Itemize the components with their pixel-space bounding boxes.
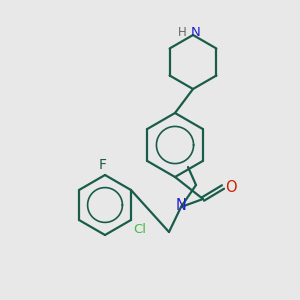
Text: N: N <box>191 26 201 40</box>
Text: Cl: Cl <box>133 223 146 236</box>
Text: N: N <box>176 199 186 214</box>
Text: F: F <box>99 158 107 172</box>
Text: O: O <box>225 179 237 194</box>
Text: H: H <box>178 26 187 40</box>
